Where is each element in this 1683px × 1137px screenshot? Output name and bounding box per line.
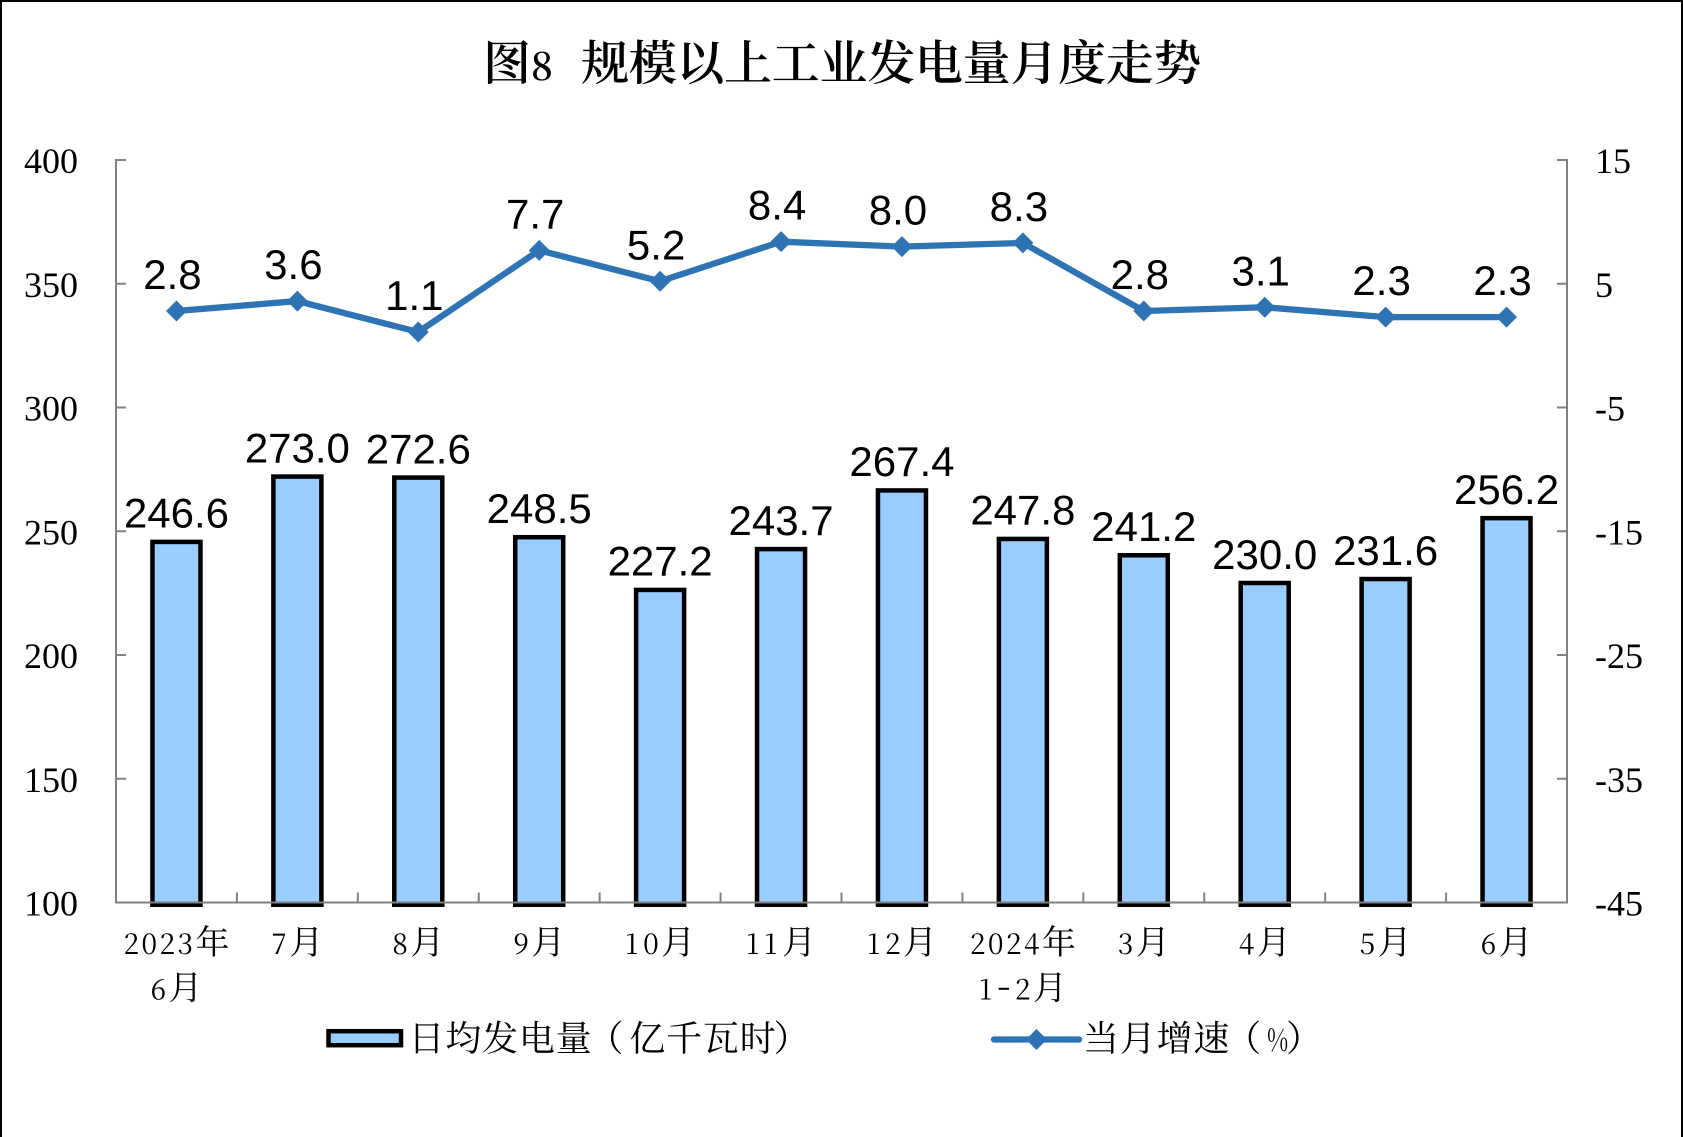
svg-text:267.4: 267.4 xyxy=(849,438,954,485)
svg-text:300: 300 xyxy=(24,389,78,429)
svg-text:-15: -15 xyxy=(1595,512,1643,552)
svg-text:3.6: 3.6 xyxy=(264,241,322,288)
svg-text:-5: -5 xyxy=(1595,389,1625,429)
svg-text:256.2: 256.2 xyxy=(1454,466,1559,513)
svg-text:248.5: 248.5 xyxy=(487,485,592,532)
svg-text:2.3: 2.3 xyxy=(1473,257,1531,304)
svg-text:2.8: 2.8 xyxy=(1111,251,1169,298)
svg-text:15: 15 xyxy=(1595,141,1631,181)
svg-text:272.6: 272.6 xyxy=(366,425,471,472)
svg-text:243.7: 243.7 xyxy=(728,497,833,544)
svg-text:400: 400 xyxy=(24,141,78,181)
svg-text:-25: -25 xyxy=(1595,636,1643,676)
svg-text:273.0: 273.0 xyxy=(245,424,350,471)
svg-text:250: 250 xyxy=(24,512,78,552)
svg-text:-45: -45 xyxy=(1595,884,1643,924)
svg-text:3.1: 3.1 xyxy=(1232,247,1290,294)
svg-text:230.0: 230.0 xyxy=(1212,531,1317,578)
svg-text:100: 100 xyxy=(24,884,78,924)
svg-text:7.7: 7.7 xyxy=(506,190,564,237)
svg-text:1.1: 1.1 xyxy=(385,272,443,319)
svg-text:350: 350 xyxy=(24,265,78,305)
svg-text:2.3: 2.3 xyxy=(1352,257,1410,304)
svg-text:231.6: 231.6 xyxy=(1333,527,1438,574)
svg-text:247.8: 247.8 xyxy=(970,487,1075,534)
svg-text:246.6: 246.6 xyxy=(124,490,229,537)
svg-text:5.2: 5.2 xyxy=(627,221,685,268)
svg-text:5: 5 xyxy=(1595,265,1613,305)
svg-text:8.0: 8.0 xyxy=(869,187,927,234)
svg-text:8.3: 8.3 xyxy=(990,183,1048,230)
svg-text:2.8: 2.8 xyxy=(143,251,201,298)
svg-text:150: 150 xyxy=(24,760,78,800)
svg-text:227.2: 227.2 xyxy=(608,538,713,585)
svg-text:-35: -35 xyxy=(1595,760,1643,800)
svg-text:241.2: 241.2 xyxy=(1091,503,1196,550)
svg-text:8.4: 8.4 xyxy=(748,182,806,229)
svg-text:200: 200 xyxy=(24,636,78,676)
